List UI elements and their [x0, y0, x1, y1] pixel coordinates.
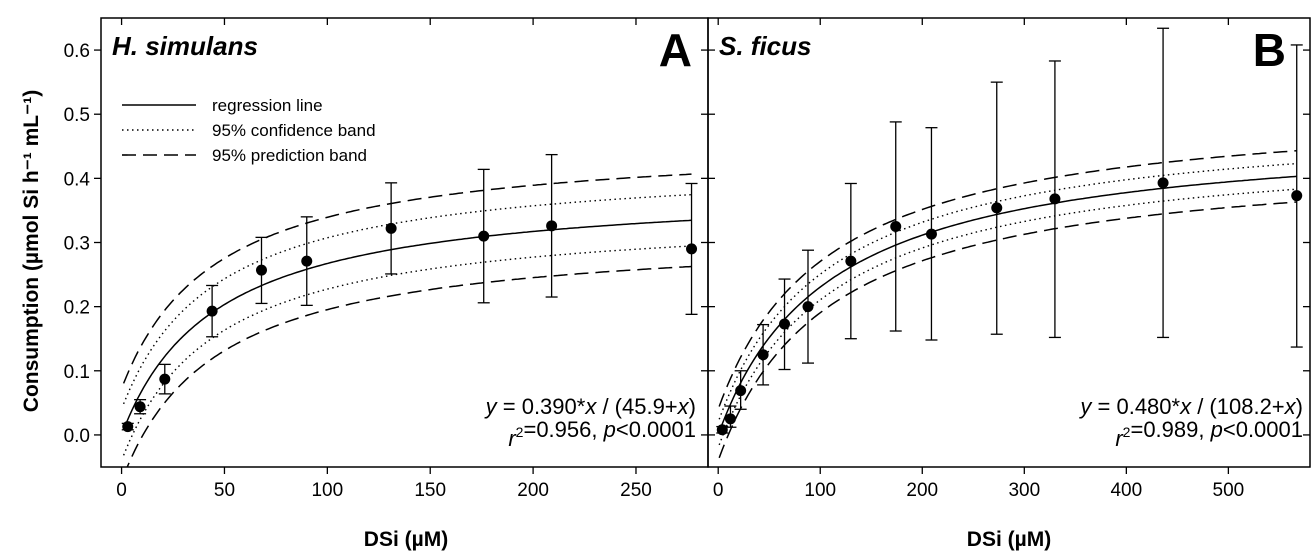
panel-a-x-tick-label: 100 — [311, 480, 343, 501]
panel-a-x-tick-label: 200 — [517, 480, 549, 501]
legend: regression line 95% confidence band 95% … — [122, 96, 376, 165]
panel-a-x-tick-label: 0 — [116, 480, 127, 501]
panel-b-letter: B — [1253, 24, 1286, 76]
panel-b-x-axis-label: DSi (µM) — [967, 528, 1051, 551]
panel-a-prediction-lower — [126, 265, 692, 467]
panel-a-data-point — [301, 255, 313, 267]
panel-b-data-point — [802, 301, 814, 313]
panel-b-equation: y = 0.480*x / (108.2+x) — [1078, 394, 1303, 419]
panel-a-data-point — [206, 305, 218, 317]
panel-b-regression-line — [718, 175, 1297, 433]
legend-prediction-label: 95% prediction band — [212, 146, 367, 165]
panel-b-prediction-upper — [718, 149, 1297, 407]
panel-a-prediction-upper — [122, 173, 692, 384]
panel-b-data-point — [716, 424, 728, 436]
legend-confidence-label: 95% confidence band — [212, 121, 376, 140]
panel-b-data-point — [890, 220, 902, 232]
panel-b-data-point — [1291, 190, 1303, 202]
panel-a-y-tick-label: 0.6 — [64, 41, 90, 62]
panel-a-equation: y = 0.390*x / (45.9+x) — [484, 394, 696, 419]
panel-a-data-point — [255, 264, 267, 276]
panel-b-x-tick-label: 500 — [1213, 480, 1245, 501]
panel-b-data-point — [925, 228, 937, 240]
panel-b-species: S. ficus — [719, 31, 811, 61]
panel-b: 0 100 200 300 400 500 S. ficus B y = 0.480*x … — [707, 17, 1311, 551]
panel-a-data-point — [134, 401, 146, 413]
panel-a-stats: r2=0.956, p<0.0001 — [508, 417, 696, 451]
panel-b-data-point — [757, 349, 769, 361]
y-axis-label: Consumption (µmol Si h⁻¹ mL⁻¹) — [20, 90, 43, 412]
panel-b-confidence-upper — [718, 162, 1297, 420]
panel-b-data-point — [735, 385, 747, 397]
panel-b-x-tick-label: 300 — [1008, 480, 1040, 501]
panel-b-data-point — [1049, 193, 1061, 205]
panel-a-regression-line — [122, 219, 692, 430]
panel-a-confidence-upper — [122, 194, 692, 405]
panel-b-data-point — [845, 255, 857, 267]
panel-a-y-tick-label: 0.4 — [64, 169, 91, 190]
panel-a-data-point — [159, 373, 171, 385]
panel-a-letter: A — [659, 24, 692, 76]
panel-b-data-point — [779, 318, 791, 330]
panel-b-stats: r2=0.989, p<0.0001 — [1115, 417, 1303, 451]
panel-b-x-tick-label: 400 — [1110, 480, 1142, 501]
panel-a-axes: 0 50 100 150 200 250 0.0 0.1 0.2 0.3 0.4 0.5 0.6 — [64, 17, 709, 501]
panel-b-x-tick-label: 0 — [713, 480, 724, 501]
panel-a-y-tick-label: 0.0 — [64, 426, 90, 447]
panel-a-species: H. simulans — [112, 31, 258, 61]
panel-b-plot — [716, 27, 1303, 459]
panel-a-x-tick-label: 250 — [620, 480, 652, 501]
panel-a-x-tick-label: 150 — [414, 480, 446, 501]
panel-a-y-tick-label: 0.1 — [64, 362, 90, 383]
legend-regression-label: regression line — [212, 96, 323, 115]
panel-a-y-tick-label: 0.3 — [64, 234, 90, 255]
panel-a-data-point — [546, 220, 558, 232]
panel-a-data-point — [122, 421, 134, 433]
panel-a: 0 50 100 150 200 250 0.0 0.1 0.2 0.3 0.4 0.5 0.6 H. … — [64, 17, 709, 551]
panel-a-x-axis-label: DSi (µM) — [364, 528, 448, 551]
panel-a-data-point — [385, 222, 397, 234]
panel-a-plot — [121, 153, 698, 467]
panel-a-data-point — [686, 243, 698, 255]
panel-b-x-tick-label: 200 — [906, 480, 938, 501]
panel-b-prediction-lower — [718, 201, 1297, 459]
panel-b-axes: 0 100 200 300 400 500 — [707, 17, 1311, 501]
panel-a-y-tick-label: 0.5 — [64, 105, 90, 126]
panel-a-data-point — [478, 230, 490, 242]
panel-b-x-tick-label: 100 — [804, 480, 836, 501]
panel-a-x-tick-label: 50 — [214, 480, 235, 501]
panel-b-data-point — [1157, 177, 1169, 189]
panel-b-data-point — [991, 202, 1003, 214]
panel-b-data-point — [724, 413, 736, 425]
panel-a-y-tick-label: 0.2 — [64, 298, 90, 319]
